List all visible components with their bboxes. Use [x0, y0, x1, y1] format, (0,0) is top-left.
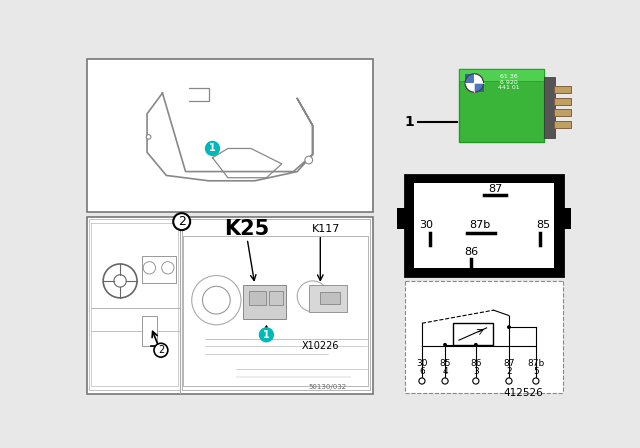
Text: 86: 86: [464, 247, 479, 258]
Bar: [183, 236, 368, 386]
Bar: [320, 293, 340, 304]
Bar: [182, 220, 371, 390]
Text: 1: 1: [404, 115, 414, 129]
Text: 4: 4: [442, 366, 448, 375]
Circle shape: [506, 378, 512, 384]
Text: K25: K25: [225, 220, 270, 239]
Text: 2: 2: [178, 215, 186, 228]
Bar: [87, 217, 373, 394]
Bar: [87, 59, 373, 211]
Bar: [543, 77, 555, 138]
Circle shape: [114, 275, 126, 287]
Circle shape: [147, 134, 151, 139]
Circle shape: [443, 343, 447, 347]
Bar: [452, 323, 493, 345]
Text: 50130/032: 50130/032: [309, 384, 347, 390]
Circle shape: [205, 142, 220, 155]
Text: 5: 5: [533, 366, 539, 375]
Text: 87b: 87b: [469, 220, 490, 230]
Circle shape: [259, 328, 273, 342]
Circle shape: [473, 378, 479, 384]
Text: 87: 87: [503, 359, 515, 368]
Bar: [250, 291, 266, 305]
Circle shape: [297, 281, 328, 312]
Bar: [459, 69, 543, 142]
Circle shape: [192, 276, 241, 325]
Text: K117: K117: [312, 224, 340, 234]
Bar: [141, 256, 176, 283]
Circle shape: [173, 213, 190, 230]
Circle shape: [305, 156, 312, 164]
Circle shape: [162, 262, 174, 274]
Bar: [243, 285, 285, 319]
Text: 441 01: 441 01: [498, 85, 520, 90]
Bar: [561, 208, 570, 229]
Text: 3: 3: [473, 366, 479, 375]
Bar: [308, 285, 348, 312]
Polygon shape: [465, 74, 474, 83]
Circle shape: [202, 286, 230, 314]
Text: 30: 30: [416, 359, 428, 368]
Circle shape: [465, 74, 484, 92]
Circle shape: [507, 325, 511, 329]
Text: X10226: X10226: [301, 341, 339, 351]
Text: 1: 1: [263, 330, 270, 340]
Text: 6: 6: [419, 366, 425, 375]
Text: 412526: 412526: [504, 388, 543, 397]
Text: 6 920: 6 920: [500, 80, 518, 85]
Circle shape: [442, 378, 448, 384]
Text: 86: 86: [470, 359, 481, 368]
Bar: [141, 315, 157, 346]
Text: 1: 1: [209, 143, 216, 154]
Text: 2: 2: [506, 366, 512, 375]
Bar: [414, 183, 554, 268]
Bar: [554, 121, 570, 128]
Circle shape: [533, 378, 539, 384]
Text: 61 36: 61 36: [500, 74, 518, 79]
Circle shape: [143, 262, 156, 274]
Polygon shape: [474, 83, 484, 92]
Text: 85: 85: [536, 220, 550, 230]
Circle shape: [154, 343, 168, 357]
Polygon shape: [459, 69, 543, 81]
Bar: [90, 220, 180, 390]
Bar: [405, 176, 563, 276]
Circle shape: [103, 264, 137, 298]
Bar: [397, 208, 406, 229]
Bar: [554, 86, 570, 93]
Circle shape: [419, 378, 425, 384]
Text: 85: 85: [439, 359, 451, 368]
Text: 30: 30: [419, 220, 433, 230]
Text: 87: 87: [488, 184, 502, 194]
Bar: [554, 98, 570, 104]
Text: 87b: 87b: [527, 359, 545, 368]
Bar: [269, 291, 283, 305]
Circle shape: [474, 343, 478, 347]
Text: 2: 2: [158, 345, 164, 355]
Bar: [554, 109, 570, 116]
Bar: [405, 281, 563, 392]
